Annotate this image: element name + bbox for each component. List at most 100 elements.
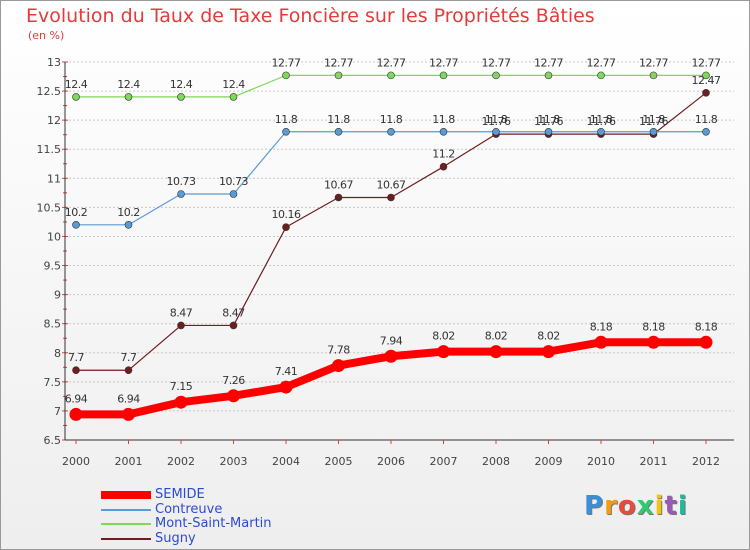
data-label-semide: 8.02 [537,330,560,343]
proxiti-logo: Proxiti [584,491,688,521]
logo-letter: i [654,491,665,521]
y-tick-label: 7 [54,405,61,418]
data-label-contreuve: 11.8 [642,113,665,126]
data-point-sugny [124,366,133,375]
data-point-contreuve [597,127,605,136]
chart-title: Evolution du Taux de Taxe Foncière sur l… [26,5,595,27]
data-point-sugny [72,366,80,375]
legend-item-sugny: Sugny [101,531,196,547]
data-label-sugny: 11.76 [534,115,563,128]
legend-item-semide: SEMIDE [101,487,205,503]
data-label-contreuve: 11.8 [275,113,298,126]
data-point-sugny [229,321,238,330]
data-label-sugny: 11.2 [432,148,455,161]
data-label-sugny: 8.47 [222,306,245,319]
data-label-mont-saint-martin: 12.77 [482,56,511,69]
y-tick-label: 11 [47,172,61,185]
data-point-contreuve [649,127,658,136]
data-label-mont-saint-martin: 12.77 [534,56,563,69]
legend-swatch-contreuve [101,509,151,511]
x-tick-label: 2008 [482,455,510,468]
data-point-sugny [282,223,290,231]
data-point-semide [384,349,398,363]
y-tick-label: 9 [54,289,61,302]
data-label-semide: 6.94 [117,392,140,405]
x-tick-label: 2010 [587,455,615,468]
data-label-mont-saint-martin: 12.4 [65,78,88,91]
data-point-mont-saint-martin [124,93,133,101]
legend-item-mont-saint-martin: Mont-Saint-Martin [101,516,272,532]
logo-letter: t [664,491,678,521]
data-label-contreuve: 10.2 [117,206,140,219]
data-label-semide: 6.94 [65,392,88,405]
y-tick-label: 8.5 [44,318,62,331]
y-tick-label: 10.5 [37,201,62,214]
legend-label-sugny: Sugny [155,531,196,546]
data-point-mont-saint-martin [177,93,185,101]
data-label-contreuve: 10.73 [219,175,248,188]
y-tick-label: 11.5 [37,143,62,156]
data-point-contreuve [544,127,553,136]
data-point-mont-saint-martin [492,71,500,80]
logo-letter: o [617,491,637,521]
x-tick-label: 2012 [692,455,720,468]
data-point-mont-saint-martin [597,71,605,80]
legend-item-contreuve: Contreuve [101,502,222,518]
data-point-contreuve [124,221,133,229]
data-label-mont-saint-martin: 12.4 [222,78,245,91]
chart-subtitle: (en %) [28,29,65,42]
x-tick-label: 2004 [272,455,300,468]
x-tick-label: 2007 [430,455,458,468]
data-label-sugny: 12.47 [692,74,721,87]
y-tick-label: 9.5 [44,260,62,273]
data-label-mont-saint-martin: 12.77 [272,56,301,69]
data-label-semide: 8.02 [432,330,455,343]
data-label-mont-saint-martin: 12.4 [170,78,193,91]
data-label-mont-saint-martin: 12.4 [117,78,140,91]
data-label-contreuve: 10.73 [167,175,196,188]
data-point-semide [227,389,240,403]
data-label-sugny: 10.67 [377,178,406,191]
data-point-mont-saint-martin [334,71,343,80]
data-label-contreuve: 11.8 [485,113,508,126]
data-point-contreuve [492,127,500,136]
data-label-mont-saint-martin: 12.77 [587,56,616,69]
data-label-semide: 8.02 [485,330,508,343]
logo-letter: x [636,491,655,521]
data-point-semide [122,407,135,421]
data-label-contreuve: 11.8 [590,113,613,126]
data-label-semide: 8.18 [590,320,613,333]
data-point-semide [279,380,293,394]
data-point-sugny [334,193,343,202]
data-label-semide: 8.18 [695,320,718,333]
data-label-mont-saint-martin: 12.77 [639,56,668,69]
data-point-mont-saint-martin [282,71,290,80]
data-point-mont-saint-martin [72,93,80,101]
data-label-semide: 7.15 [170,380,193,393]
legend-label-semide: SEMIDE [155,487,205,502]
x-tick-label: 2001 [115,455,143,468]
data-point-contreuve [282,127,290,136]
data-label-sugny: 8.47 [170,306,193,319]
data-point-sugny [177,321,185,330]
data-point-sugny [387,193,395,202]
data-point-contreuve [177,190,185,198]
data-point-mont-saint-martin [702,71,710,80]
data-label-contreuve: 10.2 [65,206,88,219]
data-label-contreuve: 11.8 [380,113,403,126]
data-point-semide [489,345,503,359]
data-label-semide: 7.94 [380,334,403,347]
data-point-contreuve [72,221,80,229]
data-point-semide [699,335,713,349]
data-label-sugny: 7.7 [68,351,84,364]
data-point-mont-saint-martin [387,71,395,80]
legend-swatch-mont-saint-martin [101,523,151,525]
data-label-sugny: 10.67 [324,178,353,191]
y-tick-label: 6.5 [44,434,62,447]
data-point-semide [647,335,660,349]
data-label-mont-saint-martin: 12.77 [429,56,458,69]
data-label-contreuve: 11.8 [695,113,718,126]
data-point-semide [594,335,608,349]
data-point-semide [437,345,450,359]
